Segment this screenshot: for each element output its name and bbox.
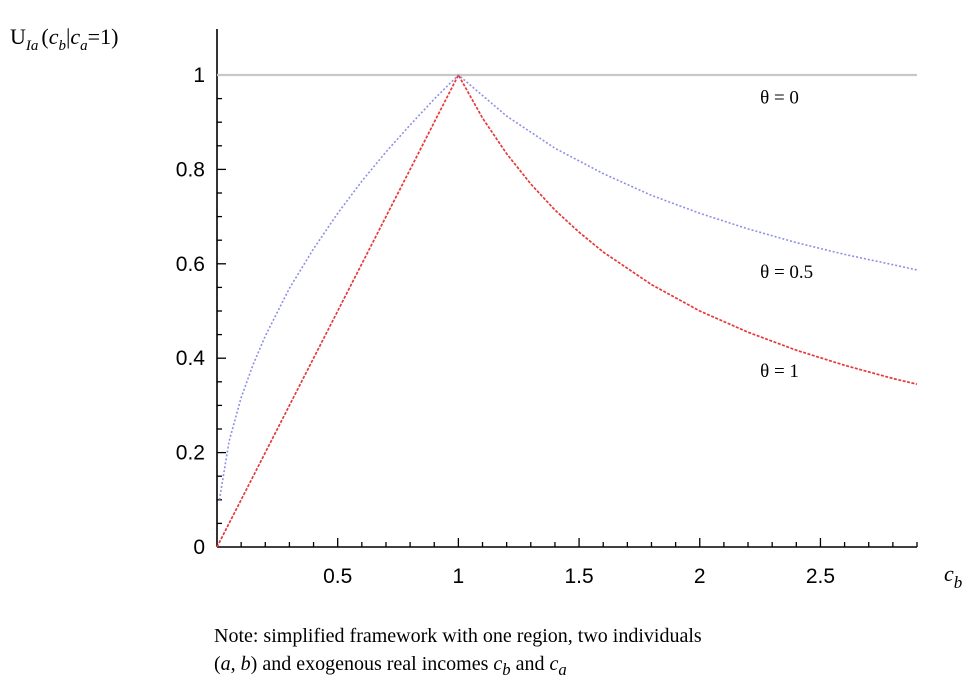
note-comma: , bbox=[230, 653, 241, 675]
note-var-cb: c bbox=[493, 653, 503, 675]
note-line-1: Note: simplified framework with one regi… bbox=[214, 625, 702, 647]
figure-note: Note: simplified framework with one regi… bbox=[214, 622, 954, 684]
y-tick-label: 0.6 bbox=[176, 253, 205, 276]
y-axis-title-var2-sub: a bbox=[80, 38, 88, 54]
y-axis-title-var1-sub: b bbox=[58, 38, 66, 54]
note-var-ca-sub: a bbox=[558, 660, 567, 679]
series-line-2 bbox=[216, 74, 918, 548]
note-var-ca: c bbox=[549, 653, 559, 675]
note-line-2: (a, b) and exogenous real incomes cb and… bbox=[214, 650, 954, 684]
note-mid-text: ) and exogenous real incomes bbox=[250, 653, 494, 675]
y-axis-title-sub: Ia bbox=[25, 38, 39, 54]
y-tick-label: 0.4 bbox=[176, 347, 206, 370]
y-tick-label: 0 bbox=[193, 536, 205, 559]
note-var-b: b bbox=[240, 653, 251, 675]
x-axis-title-sub: b bbox=[954, 573, 963, 592]
x-axis: 0.5 1 1.5 2 2.5 bbox=[217, 538, 918, 588]
x-tick-label: 0.5 bbox=[323, 565, 352, 588]
y-axis-title: UIa (cb|ca=1) bbox=[10, 24, 118, 54]
series-line-1 bbox=[218, 74, 918, 500]
x-tick-label: 1.5 bbox=[564, 565, 593, 588]
curve-label-1: θ = 0.5 bbox=[760, 262, 813, 283]
y-axis-title-var2: c bbox=[70, 24, 80, 49]
y-axis: 0 0.2 0.4 0.6 0.8 1 bbox=[176, 29, 226, 559]
chart: 0.5 1 1.5 2 2.5 00.20.40.60.81 θ = 0θ = 0.5θ… bbox=[10, 24, 962, 592]
x-tick-label: 1 bbox=[453, 565, 465, 588]
note-var-cb-sub: b bbox=[502, 660, 511, 679]
y-tick-label: 0.8 bbox=[176, 158, 205, 181]
y-axis-title-tail: =1) bbox=[88, 24, 119, 49]
y-axis-title-head: U bbox=[10, 24, 26, 49]
curve-label-2: θ = 1 bbox=[760, 361, 799, 382]
y-axis-title-var1: c bbox=[49, 24, 59, 49]
y-tick-label: 0.2 bbox=[176, 442, 205, 465]
y-tick-label: 1 bbox=[193, 64, 205, 87]
curve-labels: θ = 0 θ = 0.5 θ = 1 bbox=[760, 87, 813, 382]
x-tick-label: 2.5 bbox=[806, 565, 835, 588]
y-axis-title-open: ( bbox=[41, 24, 48, 49]
note-and: and bbox=[510, 653, 550, 675]
x-axis-title: cb bbox=[944, 561, 962, 592]
x-axis-title-var: c bbox=[944, 561, 954, 586]
series-layer bbox=[216, 73, 918, 548]
note-paren-open: ( bbox=[214, 653, 221, 675]
curve-label-0: θ = 0 bbox=[760, 87, 799, 108]
x-tick-label: 2 bbox=[694, 565, 706, 588]
y-axis-title-bar: | bbox=[66, 24, 70, 49]
note-var-a: a bbox=[220, 653, 231, 675]
